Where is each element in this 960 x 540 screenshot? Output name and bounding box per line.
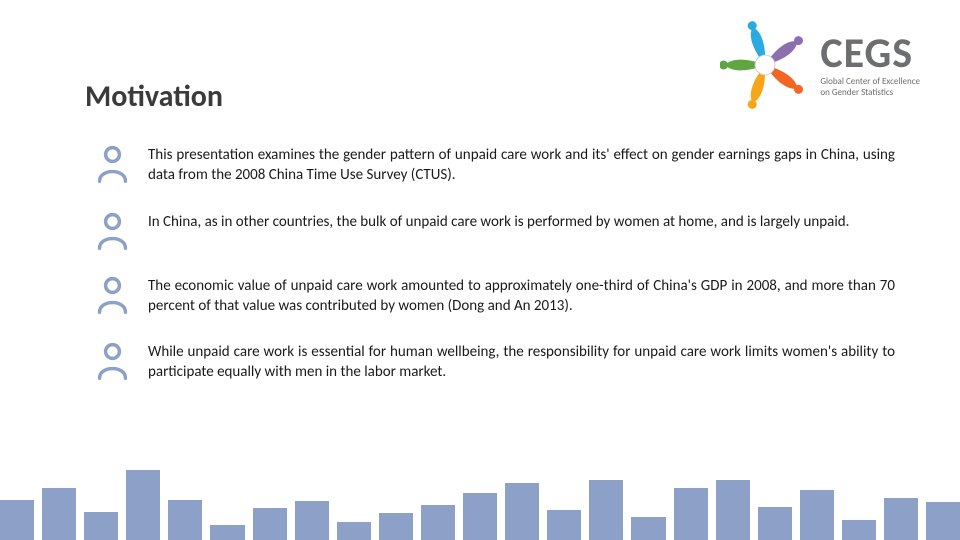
footer-bar — [126, 470, 160, 540]
bullet-text: In China, as in other countries, the bul… — [148, 212, 849, 232]
footer-bar — [84, 512, 118, 540]
footer-bar — [168, 500, 202, 540]
bullet-item: This presentation examines the gender pa… — [95, 145, 895, 186]
footer-bar — [295, 501, 329, 540]
bullet-item: The economic value of unpaid care work a… — [95, 276, 895, 317]
footer-bar — [926, 502, 960, 540]
footer-bar — [800, 490, 834, 540]
bullet-item: While unpaid care work is essential for … — [95, 342, 895, 383]
slide: Motivation CEGS Global Center of Excelle… — [0, 0, 960, 540]
footer-bar — [842, 520, 876, 540]
footer-bar — [884, 498, 918, 540]
logo-text: CEGS Global Center of Excellence on Gend… — [820, 33, 920, 97]
bullet-text: While unpaid care work is essential for … — [148, 342, 895, 383]
footer-bar — [210, 525, 244, 540]
bullet-text: This presentation examines the gender pa… — [148, 145, 895, 186]
footer-bar — [379, 513, 413, 540]
page-title: Motivation — [85, 78, 223, 115]
person-icon — [95, 276, 130, 314]
logo: CEGS Global Center of Excellence on Gend… — [720, 20, 920, 110]
footer-bar — [421, 505, 455, 540]
footer-bar — [716, 480, 750, 540]
footer-bar — [337, 522, 371, 540]
footer-bar — [0, 500, 34, 540]
bar-chart-footer — [0, 460, 960, 540]
footer-bar — [758, 507, 792, 540]
logo-sub1: Global Center of Excellence — [820, 77, 920, 86]
footer-bar — [42, 488, 76, 540]
logo-sub2: on Gender Statistics — [820, 88, 920, 97]
footer-bar — [463, 493, 497, 540]
footer-bar — [505, 483, 539, 540]
footer-bar — [674, 488, 708, 540]
bullet-list: This presentation examines the gender pa… — [95, 145, 895, 409]
person-icon — [95, 145, 130, 183]
logo-mark-icon — [720, 20, 810, 110]
logo-acronym: CEGS — [820, 33, 920, 75]
person-icon — [95, 342, 130, 380]
bullet-text: The economic value of unpaid care work a… — [148, 276, 895, 317]
footer-bar — [253, 508, 287, 540]
bullet-item: In China, as in other countries, the bul… — [95, 212, 895, 250]
footer-bar — [547, 510, 581, 540]
footer-bar — [589, 480, 623, 540]
footer-bar — [631, 517, 665, 540]
person-icon — [95, 212, 130, 250]
